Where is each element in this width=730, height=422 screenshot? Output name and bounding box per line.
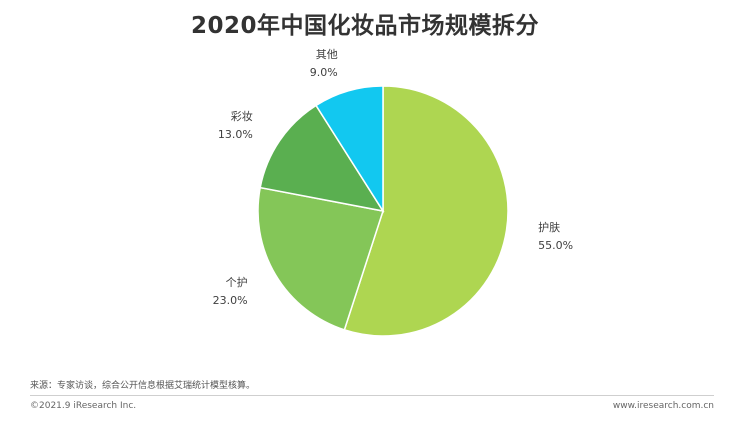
pie-label-value-0: 55.0% xyxy=(538,239,573,252)
footer-divider xyxy=(30,395,714,396)
pie-slice-1 xyxy=(257,186,384,331)
pie-slice-0 xyxy=(343,85,509,337)
pie-label-name-3: 其他 xyxy=(316,48,338,61)
pie-slice-2 xyxy=(259,104,385,213)
website-link: www.iresearch.com.cn xyxy=(612,401,714,411)
pie-chart: 护肤 55.0% 个护 23.0% 彩妆 13.0% 其他 9.0% xyxy=(213,48,573,337)
chart-title: 2020年中国化妆品市场规模拆分 xyxy=(190,13,539,39)
pie-slice-3 xyxy=(314,85,384,214)
pie-label-value-3: 9.0% xyxy=(310,66,338,79)
pie-labels: 护肤 55.0% 个护 23.0% 彩妆 13.0% 其他 9.0% xyxy=(213,48,573,307)
pie-label-name-1: 个护 xyxy=(226,275,248,289)
pie-slices xyxy=(257,85,509,337)
copyright: ©2021.9 iResearch Inc. xyxy=(30,401,137,411)
pie-label-name-2: 彩妆 xyxy=(231,110,253,123)
pie-label-value-2: 13.0% xyxy=(218,128,253,141)
source-note: 来源：专家访谈，综合公开信息根据艾瑞统计模型核算。 xyxy=(30,381,256,391)
pie-label-value-1: 23.0% xyxy=(213,294,248,307)
pie-label-name-0: 护肤 xyxy=(538,220,560,234)
